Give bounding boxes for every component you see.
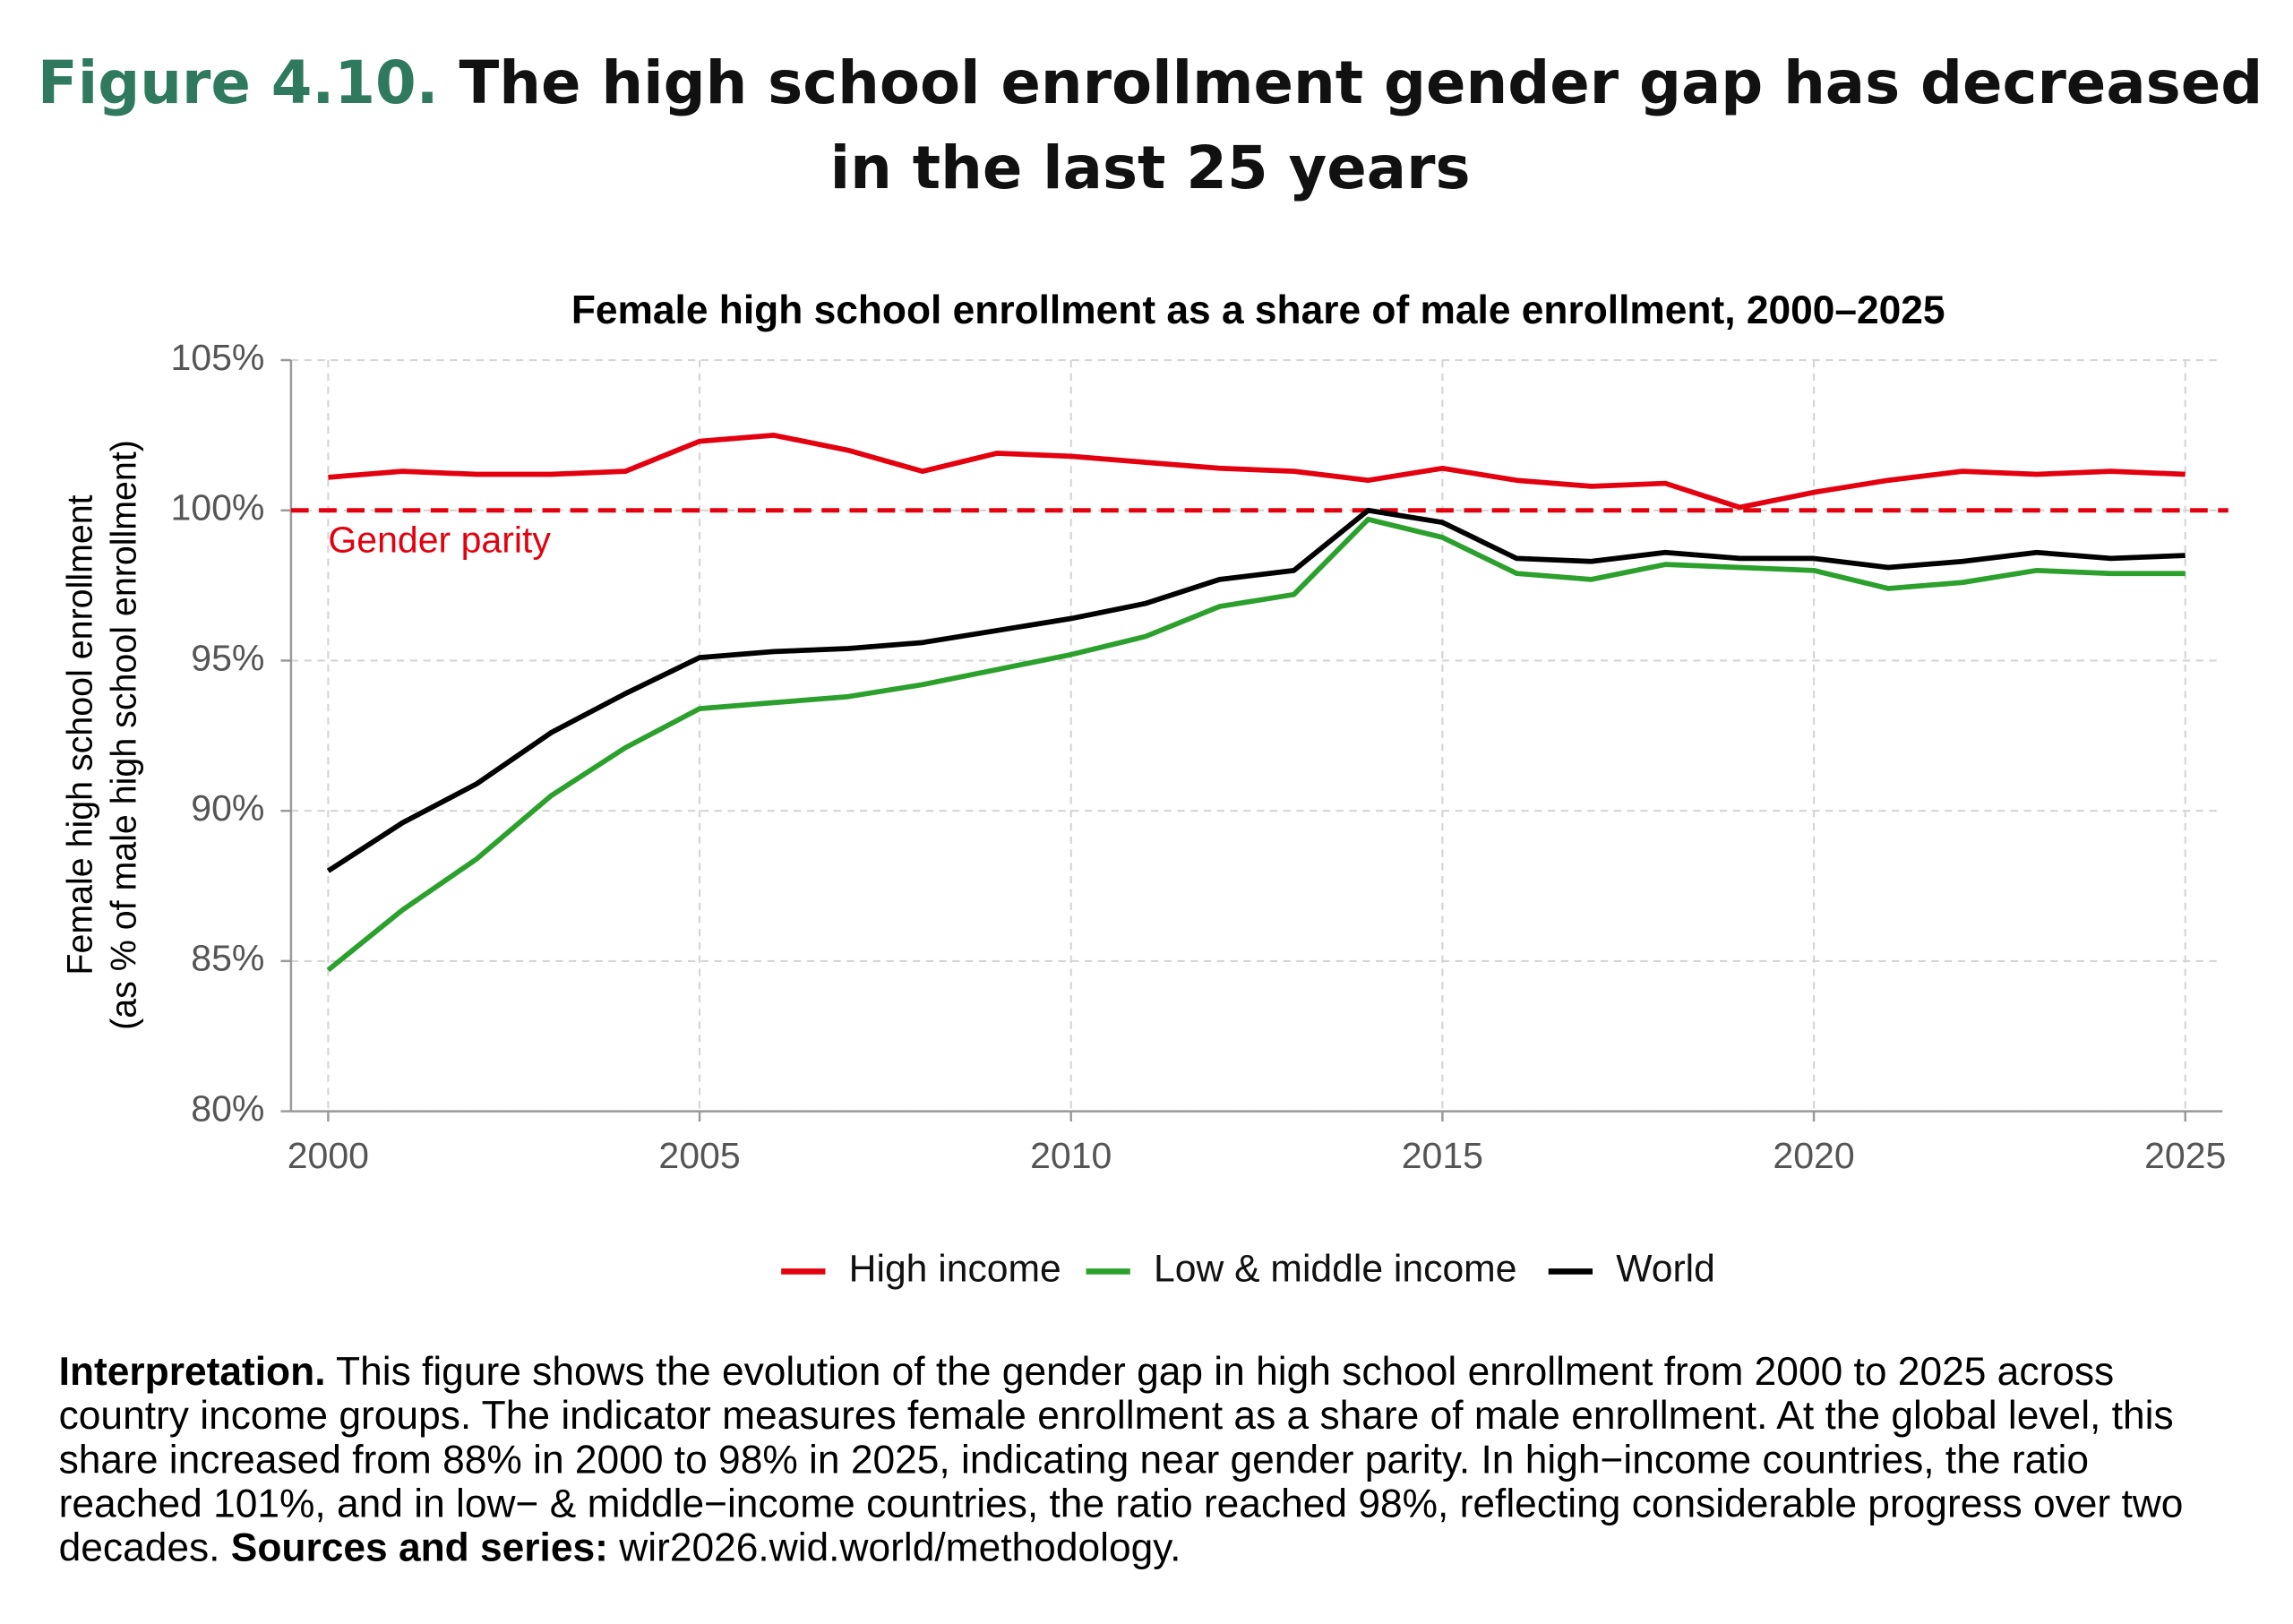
y-tick-label: 105% <box>170 337 264 378</box>
sources-label: Sources and series: <box>230 1525 608 1570</box>
series-line <box>326 516 2186 973</box>
y-axis-label: Female high school enrollment <box>60 494 99 975</box>
legend-label: High income <box>849 1248 1061 1291</box>
note-text: This figure shows the evolution of the g… <box>58 1349 2184 1570</box>
y-axis-label: (as % of male high school enrollment) <box>105 440 144 1030</box>
figure-label: Figure 4.10. <box>37 49 439 118</box>
reference-label: Gender parity <box>328 520 551 561</box>
x-tick-label: 2020 <box>1773 1135 1854 1176</box>
x-tick-label: 2005 <box>658 1135 740 1176</box>
legend-label: Low & middle income <box>1154 1248 1516 1291</box>
interpretation-note: Interpretation. This figure shows the ev… <box>59 1349 2235 1569</box>
y-tick-label: 95% <box>191 637 264 678</box>
series-line <box>328 433 2186 511</box>
sources: wir2026.wid.world/methodology. <box>607 1525 1181 1570</box>
note-label: Interpretation. <box>58 1349 326 1394</box>
y-tick-label: 85% <box>191 938 264 979</box>
legend-label: World <box>1616 1248 1715 1291</box>
chart: Female high school enrollment as a share… <box>60 288 2229 1291</box>
y-tick-label: 100% <box>170 487 264 528</box>
series-line <box>326 507 2186 873</box>
x-tick-label: 2000 <box>288 1135 369 1176</box>
y-tick-label: 90% <box>191 787 264 829</box>
x-tick-label: 2025 <box>2144 1135 2226 1176</box>
chart-title: Female high school enrollment as a share… <box>571 288 1945 332</box>
y-tick-label: 80% <box>191 1087 264 1129</box>
x-tick-label: 2015 <box>1402 1135 1483 1176</box>
figure-heading: Figure 4.10. The high school enrollment … <box>30 41 2272 211</box>
x-tick-label: 2010 <box>1030 1135 1112 1176</box>
figure-title: The high school enrollment gender gap ha… <box>459 49 2263 203</box>
